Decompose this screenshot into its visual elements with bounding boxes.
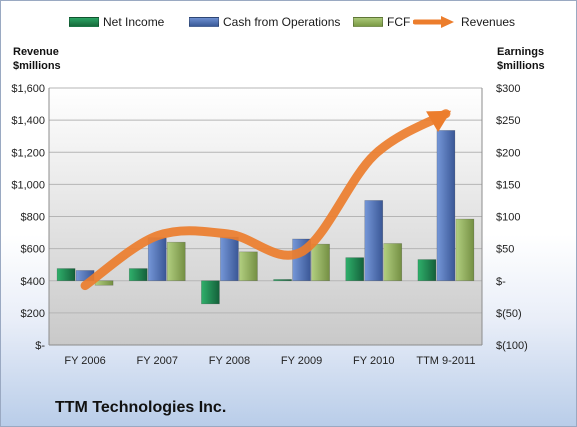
left-tick-label: $1,200 — [11, 147, 45, 159]
left-tick-label: $600 — [21, 244, 45, 256]
line-revenues — [80, 109, 451, 291]
x-tick-label: FY 2007 — [137, 355, 178, 367]
right-axis-title-line2: $millions — [497, 60, 545, 72]
legend-item-fcf: FCF — [353, 15, 410, 29]
bar-cash-from-operations — [220, 236, 239, 282]
left-axis-title: Revenue $millions — [13, 45, 61, 73]
x-tick-label: FY 2010 — [353, 355, 394, 367]
bar-cash-from-operations — [436, 130, 456, 282]
x-tick-label: FY 2008 — [209, 355, 250, 367]
bar-fcf — [239, 251, 258, 282]
bar-cash-from-operations — [147, 237, 167, 282]
right-tick-label: $(50) — [496, 308, 522, 320]
right-tick-label: $200 — [496, 147, 520, 159]
bar-fcf — [455, 218, 475, 282]
right-tick-label: $250 — [496, 115, 520, 127]
right-tick-label: $- — [496, 276, 506, 288]
right-tick-label: $50 — [496, 244, 514, 256]
legend-item-net-income: Net Income — [69, 15, 164, 29]
right-tick-label: $100 — [496, 212, 520, 224]
right-tick-label: $300 — [496, 83, 520, 95]
left-tick-label: $1,400 — [11, 115, 45, 127]
right-tick-label: $150 — [496, 179, 520, 191]
legend-item-cash-from-operations: Cash from Operations — [189, 15, 340, 29]
right-axis-title: Earnings $millions — [497, 45, 545, 73]
left-tick-label: $1,000 — [11, 179, 45, 191]
legend-item-revenues: Revenues — [413, 15, 515, 29]
legend-arrow-revenues — [413, 16, 454, 28]
left-axis-title-line1: Revenue — [13, 46, 59, 58]
right-tick-label: $(100) — [496, 340, 528, 352]
legend-label-cash-from-operations: Cash from Operations — [223, 15, 341, 29]
bar-fcf — [383, 243, 403, 282]
x-tick-label: FY 2009 — [281, 355, 322, 367]
bar-net-income — [201, 280, 220, 305]
legend-label-net-income: Net Income — [103, 15, 165, 29]
left-axis-title-line2: $millions — [13, 60, 61, 72]
left-tick-label: $400 — [21, 276, 45, 288]
bar-fcf — [166, 241, 186, 282]
arrowhead-revenues — [426, 110, 452, 133]
left-tick-label: $800 — [21, 212, 45, 224]
legend-swatch-fcf — [353, 17, 383, 27]
left-tick-label: $1,600 — [11, 83, 45, 95]
company-name: TTM Technologies Inc. — [55, 399, 227, 416]
legend: Net Income Cash from Operations FCF Reve… — [1, 15, 577, 35]
bar-fcf — [311, 243, 330, 282]
bar-net-income — [56, 268, 76, 282]
bar-net-income — [417, 259, 437, 282]
legend-label-fcf: FCF — [387, 15, 411, 29]
left-tick-label: $- — [35, 340, 45, 352]
left-tick-label: $200 — [21, 308, 45, 320]
x-tick-label: TTM 9-2011 — [416, 355, 475, 367]
legend-swatch-net-income — [69, 17, 99, 27]
legend-label-revenues: Revenues — [461, 15, 516, 29]
legend-swatch-cash-from-operations — [189, 17, 219, 27]
bar-cash-from-operations — [364, 200, 384, 282]
x-tick-label: FY 2006 — [64, 355, 105, 367]
bar-net-income — [345, 257, 365, 282]
right-axis-title-line1: Earnings — [497, 46, 545, 58]
bar-net-income — [273, 279, 292, 282]
bar-net-income — [128, 268, 148, 282]
